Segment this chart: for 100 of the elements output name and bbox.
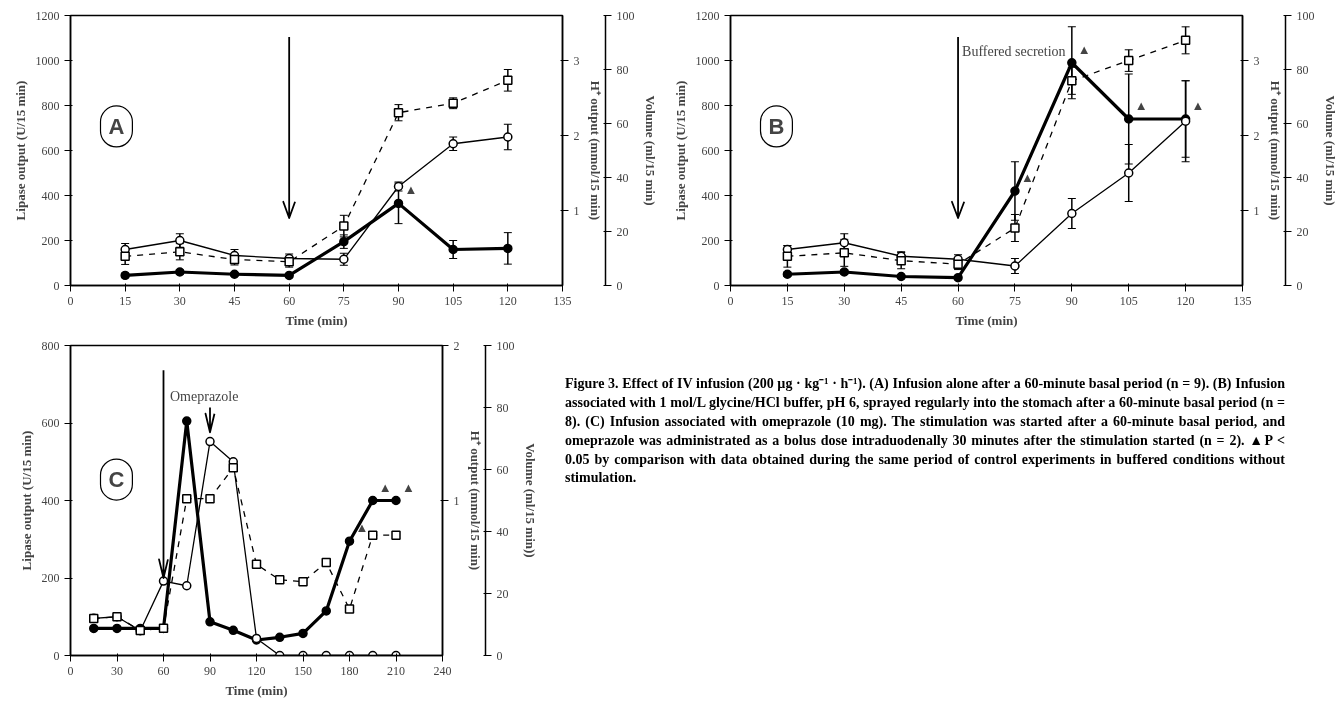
- point: [284, 270, 294, 281]
- y-tick-label: 1200: [35, 8, 60, 23]
- x-tick-label: 60: [952, 293, 965, 308]
- x-axis-title: Time (min): [285, 312, 348, 328]
- x-tick-label: 60: [157, 663, 170, 678]
- x-tick-label: 45: [228, 293, 241, 308]
- x-tick-label: 75: [337, 293, 350, 308]
- y2-tick-label: 3: [1253, 53, 1260, 68]
- y2-axis-title: H⁺ output (mmol/15 min): [467, 430, 483, 571]
- annotation: ▲: [1191, 98, 1205, 113]
- ref-line-label: Buffered secretion: [962, 44, 1066, 60]
- point: [1067, 76, 1077, 86]
- y-tick-label: 600: [41, 143, 60, 158]
- y3-axis-title: Volume (ml/15 min): [1322, 95, 1338, 206]
- x-tick-label: 120: [498, 293, 517, 308]
- point: [205, 617, 215, 627]
- point: [321, 557, 331, 568]
- point: [120, 251, 130, 262]
- y-tick-label: 1200: [695, 8, 720, 23]
- y-tick-label: 0: [53, 278, 60, 293]
- x-tick-label: 120: [247, 663, 266, 678]
- y2-tick-label: 1: [573, 203, 580, 218]
- y-tick-label: 200: [701, 233, 720, 248]
- point: [175, 247, 185, 257]
- point: [393, 198, 404, 209]
- point: [368, 495, 378, 506]
- x-tick-label: 30: [173, 293, 186, 308]
- point: [205, 436, 215, 447]
- x-tick-label: 0: [67, 293, 74, 308]
- y3-tick-label: 40: [616, 170, 629, 185]
- x-tick-label: 240: [433, 663, 452, 678]
- point: [182, 581, 192, 591]
- point: [321, 606, 331, 616]
- y2-tick-label: 2: [573, 128, 580, 143]
- y3-tick-label: 100: [616, 8, 635, 23]
- y3-tick-label: 40: [496, 524, 509, 539]
- x-tick-label: 60: [283, 293, 296, 308]
- y3-axis-title: Volume (ml/15 min)): [522, 443, 538, 558]
- point: [158, 576, 169, 586]
- x-tick-label: 180: [340, 663, 359, 678]
- y3-tick-label: 60: [1296, 116, 1309, 131]
- x-tick-label: 105: [1119, 293, 1138, 308]
- point: [839, 248, 850, 258]
- point: [298, 628, 308, 639]
- point: [1180, 35, 1191, 46]
- point: [275, 632, 285, 643]
- y-tick-label: 200: [41, 571, 60, 585]
- x-tick-label: 90: [1065, 293, 1078, 308]
- y-axis-title: Lipase output (U/15 min): [18, 430, 34, 571]
- x-tick-label: 135: [553, 293, 572, 308]
- point: [503, 75, 513, 86]
- y-tick-label: 200: [41, 233, 60, 248]
- x-tick-label: 30: [111, 663, 123, 678]
- y-tick-label: 600: [41, 416, 60, 430]
- y3-tick-label: 100: [1296, 8, 1315, 23]
- y-tick-label: 0: [713, 278, 720, 293]
- point: [1010, 223, 1020, 233]
- x-tick-label: 45: [895, 293, 908, 308]
- y-axis-title: Lipase output (U/15 min): [672, 80, 688, 221]
- x-tick-label: 90: [204, 663, 216, 678]
- point: [782, 251, 793, 262]
- y-tick-label: 400: [701, 188, 720, 203]
- point: [448, 244, 458, 255]
- x-tick-label: 120: [1176, 293, 1195, 308]
- y2-tick-label: 1: [453, 493, 460, 508]
- caption: Figure 3. Effect of IV infusion (200 µg · kg⁻¹ · h⁻¹). (A) Infusion alone after a 60-minute basal period (n = 9). (B) Infusion associated with 1 mol/L glycine/HCl buffer, pH 6, sprayed regularly into the stomach after a 60-minute basal period (n = 8). (C) Infusion associated with omeprazole (10 mg). The stimulation was started after a 60-minute basal period, and omeprazole was administrated as a bolus dose intraduodenally 30 minutes after the stimulation started (n = 2). ▲P < 0.05 by comparison with data obtained during the same period of control experiments in buffered conditions without stimulation.: [565, 375, 1285, 488]
- y2-tick-label: 1: [1253, 203, 1260, 218]
- point: [368, 530, 378, 540]
- y-tick-label: 600: [701, 143, 720, 158]
- annotation: B: [768, 113, 785, 139]
- point: [503, 132, 513, 142]
- y3-tick-label: 40: [1296, 170, 1309, 185]
- point: [205, 493, 215, 504]
- point: [896, 271, 906, 282]
- x-tick-label: 0: [727, 293, 734, 308]
- y2-axis-title: H⁺ output (mmol/15 min): [1267, 80, 1283, 221]
- x-tick-label: 210: [387, 663, 405, 678]
- point: [1010, 186, 1020, 196]
- point: [339, 221, 349, 231]
- point: [275, 575, 285, 585]
- y3-tick-label: 60: [496, 462, 509, 477]
- annotation: ▲: [378, 479, 392, 495]
- x-tick-label: 15: [119, 293, 132, 308]
- y3-tick-label: 0: [496, 648, 503, 663]
- x-tick-label: 0: [67, 663, 74, 678]
- annotation: ▲: [1077, 41, 1091, 57]
- y2-tick-label: 3: [573, 53, 580, 68]
- y3-tick-label: 20: [1296, 224, 1309, 239]
- y-tick-label: 800: [701, 98, 720, 113]
- point: [344, 604, 355, 614]
- ref-line-label: Omeprazole: [170, 388, 239, 404]
- y3-tick-label: 0: [616, 278, 623, 293]
- y3-tick-label: 20: [616, 224, 629, 239]
- point: [298, 576, 308, 587]
- y2-axis-title: H⁺ output (mmol/15 min): [587, 80, 603, 221]
- y-tick-label: 800: [41, 338, 60, 353]
- x-tick-label: 150: [294, 663, 312, 678]
- y3-tick-label: 100: [496, 338, 515, 353]
- annotation: C: [108, 467, 125, 493]
- point: [839, 238, 850, 248]
